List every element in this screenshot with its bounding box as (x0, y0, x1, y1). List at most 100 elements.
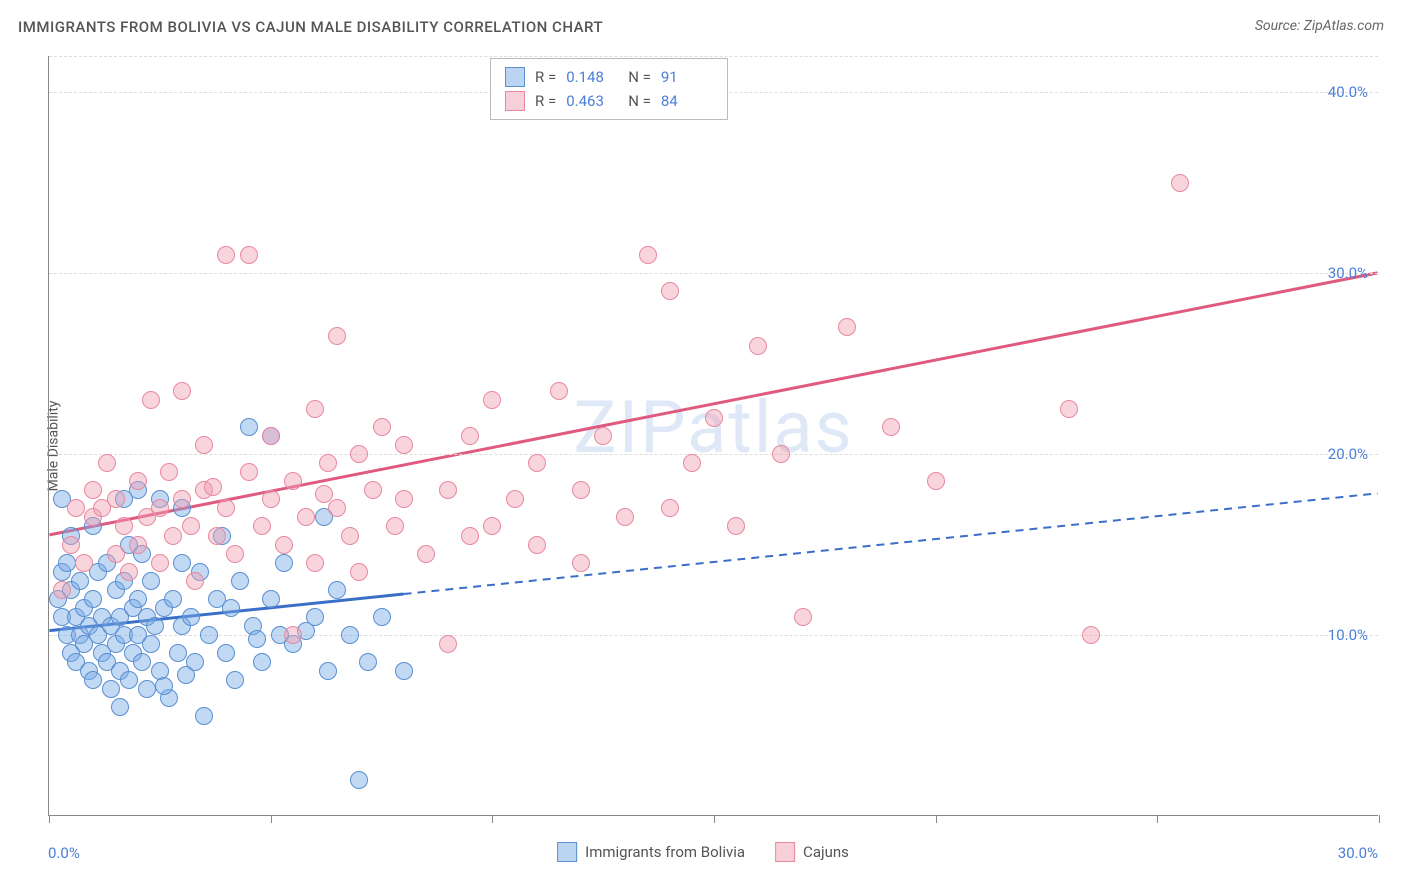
scatter-point (98, 454, 116, 472)
x-tick (714, 815, 715, 823)
scatter-point (439, 481, 457, 499)
scatter-point (506, 490, 524, 508)
r-value-series2: 0.463 (566, 92, 618, 110)
scatter-point (173, 554, 191, 572)
scatter-point (550, 382, 568, 400)
x-tick (1379, 815, 1380, 823)
scatter-point (328, 499, 346, 517)
n-value-series1: 91 (661, 68, 713, 86)
scatter-point (395, 490, 413, 508)
scatter-point (204, 478, 222, 496)
x-tick (936, 815, 937, 823)
scatter-point (417, 545, 435, 563)
scatter-point (164, 590, 182, 608)
scatter-point (129, 590, 147, 608)
scatter-point (661, 282, 679, 300)
scatter-point (182, 517, 200, 535)
scatter-point (1082, 626, 1100, 644)
scatter-point (133, 653, 151, 671)
y-tick-label: 10.0% (1328, 626, 1368, 644)
y-tick-label: 20.0% (1328, 445, 1368, 463)
scatter-point (1060, 400, 1078, 418)
scatter-point (107, 490, 125, 508)
scatter-point (373, 608, 391, 626)
scatter-point (341, 626, 359, 644)
scatter-point (146, 617, 164, 635)
scatter-point (350, 771, 368, 789)
scatter-point (151, 554, 169, 572)
scatter-point (395, 436, 413, 454)
bottom-legend: Immigrants from Bolivia Cajuns (557, 842, 849, 862)
scatter-point (84, 481, 102, 499)
scatter-point (319, 454, 337, 472)
chart-title: IMMIGRANTS FROM BOLIVIA VS CAJUN MALE DI… (18, 18, 603, 36)
scatter-point (572, 554, 590, 572)
scatter-point (231, 572, 249, 590)
scatter-point (315, 485, 333, 503)
scatter-point (1171, 174, 1189, 192)
legend-item-series2: Cajuns (775, 842, 849, 862)
scatter-point (373, 418, 391, 436)
scatter-point (240, 246, 258, 264)
legend-item-series1: Immigrants from Bolivia (557, 842, 745, 862)
gridline-h (49, 273, 1378, 274)
scatter-point (142, 572, 160, 590)
scatter-point (160, 463, 178, 481)
scatter-point (350, 445, 368, 463)
scatter-point (306, 400, 324, 418)
scatter-point (461, 527, 479, 545)
scatter-point (164, 527, 182, 545)
scatter-point (359, 653, 377, 671)
stats-row-series2: R = 0.463 N = 84 (505, 89, 713, 113)
scatter-point (248, 630, 266, 648)
n-label: N = (628, 68, 651, 86)
trend-line-dashed (404, 493, 1378, 594)
scatter-point (395, 662, 413, 680)
scatter-point (169, 644, 187, 662)
scatter-point (200, 626, 218, 644)
scatter-point (142, 635, 160, 653)
x-tick (1157, 815, 1158, 823)
scatter-point (927, 472, 945, 490)
scatter-point (226, 545, 244, 563)
r-value-series1: 0.148 (566, 68, 618, 86)
scatter-point (262, 590, 280, 608)
scatter-point (639, 246, 657, 264)
scatter-point (84, 671, 102, 689)
scatter-point (217, 246, 235, 264)
scatter-point (173, 382, 191, 400)
x-tick (49, 815, 50, 823)
scatter-point (306, 608, 324, 626)
y-tick-label: 30.0% (1328, 264, 1368, 282)
scatter-point (882, 418, 900, 436)
scatter-point (142, 391, 160, 409)
scatter-point (182, 608, 200, 626)
scatter-point (350, 563, 368, 581)
x-tick (492, 815, 493, 823)
scatter-point (772, 445, 790, 463)
legend-label-series1: Immigrants from Bolivia (585, 843, 745, 861)
n-label: N = (628, 92, 651, 110)
scatter-point (341, 527, 359, 545)
scatter-point (705, 409, 723, 427)
swatch-blue-icon (557, 842, 577, 862)
r-label: R = (535, 92, 556, 110)
scatter-point (75, 554, 93, 572)
scatter-point (138, 680, 156, 698)
scatter-point (62, 536, 80, 554)
stats-row-series1: R = 0.148 N = 91 (505, 65, 713, 89)
plot-area: ZIPatlas 10.0%20.0%30.0%40.0% (48, 56, 1378, 816)
scatter-point (275, 536, 293, 554)
y-tick-label: 40.0% (1328, 83, 1368, 101)
scatter-point (439, 635, 457, 653)
scatter-point (616, 508, 634, 526)
trend-line-solid (49, 273, 1377, 535)
scatter-point (120, 563, 138, 581)
scatter-point (151, 499, 169, 517)
x-tick-last: 30.0% (1338, 844, 1378, 862)
scatter-point (67, 499, 85, 517)
scatter-point (683, 454, 701, 472)
scatter-point (53, 581, 71, 599)
scatter-point (217, 644, 235, 662)
scatter-point (528, 536, 546, 554)
